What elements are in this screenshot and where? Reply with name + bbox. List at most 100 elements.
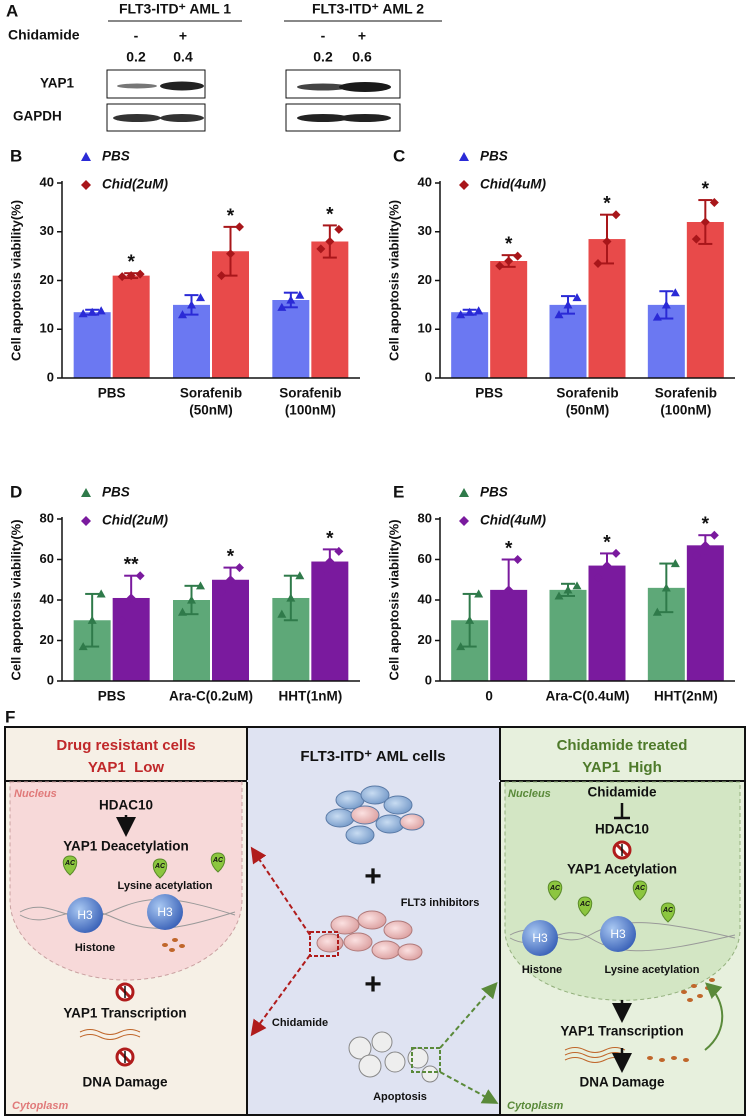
legend-marker [81,488,91,497]
bar [686,222,724,378]
nucleus [504,781,741,1001]
blot [106,69,401,132]
bar [549,589,587,681]
data-point [217,587,226,597]
significance: * [127,252,135,273]
y-tick-label: 0 [425,369,432,384]
histone-label: H3 [77,908,93,922]
ratio: 0.4 [173,49,193,65]
step: HDAC10 [595,822,649,837]
header: YAP1 High [582,759,661,776]
panel-label: B [10,146,22,165]
histone [147,894,183,930]
y-axis-label: Cell apoptosis viability(%) [386,519,401,680]
histone-label: H3 [610,927,626,941]
bar [272,300,310,378]
ac-label: AC [212,857,224,864]
mrna [79,1029,141,1040]
data-point [295,571,305,580]
data-point [661,583,671,592]
arrows [250,846,499,1104]
data-point [226,575,235,585]
significance: * [702,514,710,535]
data-point [235,222,244,232]
drug-label: FLT3 inhibitors [401,897,480,909]
nucleus [9,781,243,981]
group-title: FLT3-ITD⁺ AML 2 [312,1,424,17]
data-point [334,224,344,234]
data-point [456,310,466,319]
legend-label: PBS [102,149,130,164]
panel-a: A FLT3-ITD⁺ AML 1 FLT3-ITD⁺ AML 2 Chidam… [6,1,442,132]
data-point [474,589,484,598]
data-point [513,555,523,564]
x-tick-label: (50nM) [189,403,233,418]
header: Chidamide treated [557,737,688,754]
bar [112,275,150,378]
data-point [563,300,573,309]
legend-label: Chid(2uM) [102,513,168,528]
x-tick-label: (100nM) [285,403,336,418]
step: DNA Damage [579,1075,665,1090]
step: YAP1 Transcription [560,1024,683,1039]
data-point [652,607,662,616]
panel-label: A [6,1,18,20]
data-point [602,237,612,246]
x-tick-label: Ara-C(0.4uM) [545,689,629,704]
ratio: 0.6 [352,49,372,65]
data-point [495,615,505,625]
nucleus-label: Nucleus [14,788,57,800]
step: DNA Damage [82,1075,168,1090]
blot-label: YAP1 [40,76,75,91]
inhibit [115,1047,135,1067]
data-point [334,546,344,556]
legend-label: PBS [480,149,508,164]
focus-box [411,1047,441,1073]
ac-label: AC [662,907,674,914]
y-axis-label: Cell apoptosis viability(%) [386,200,401,361]
data-point [277,609,287,618]
x-tick-label: (50nM) [566,403,610,418]
histone-caption: Histone [522,964,562,976]
data-point [325,237,335,246]
drug-label: Chidamide [272,1017,328,1029]
lysine-label: Lysine acetylation [605,964,700,976]
treatment: - [321,28,326,44]
blot-label: GAPDH [13,109,62,124]
x-tick-label: Sorafenib [655,386,717,401]
significance: * [505,539,513,560]
ac-label: AC [64,860,76,867]
nucleus-label: Nucleus [508,788,551,800]
x-tick-label: PBS [98,689,126,704]
inhibit [115,982,135,1002]
step: HDAC10 [99,798,153,813]
y-tick-label: 30 [418,223,432,238]
data-point [563,585,573,594]
legend-label: Chid(2uM) [102,177,168,192]
significance: * [326,204,334,225]
data-point [709,530,719,540]
histone-label: H3 [157,905,173,919]
data-point [554,310,564,319]
data-point [78,309,88,318]
bar [311,561,349,681]
bar [686,545,724,681]
data-point [117,272,127,282]
cells-pink [316,910,423,961]
cells-apoptotic [348,1031,439,1083]
dna [19,910,236,929]
legend-marker [459,180,469,190]
bar [549,304,587,378]
data-point [554,591,564,600]
x-tick-label: Sorafenib [180,386,242,401]
data-point [593,573,603,583]
ratio: 0.2 [126,49,146,65]
data-point [126,271,136,281]
data-point [456,642,466,651]
data-point [465,615,475,624]
charts: B Cell apoptosis viability(%) 0 10 20 30 40 PBS… [8,146,735,704]
y-axis-label: Cell apoptosis viability(%) [8,519,23,680]
y-tick-label: 10 [40,321,54,336]
legend-label: PBS [480,485,508,500]
data-point [316,569,326,579]
